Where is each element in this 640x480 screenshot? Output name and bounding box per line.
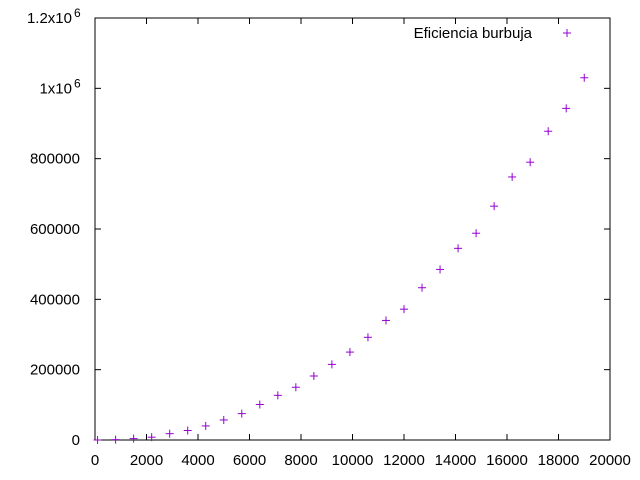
y-tick-label: 800000 (30, 151, 80, 168)
y-tick-label: 1.2x10 (27, 10, 72, 27)
data-point (273, 391, 282, 400)
legend: Eficiencia burbuja (414, 25, 571, 42)
data-point (111, 435, 120, 444)
data-point (418, 283, 427, 292)
data-point (327, 360, 336, 369)
data-point (454, 244, 463, 253)
x-tick-label: 12000 (383, 452, 425, 469)
y-tick-label: 1x10 (39, 80, 72, 97)
x-tick-label: 4000 (181, 452, 214, 469)
data-point (201, 421, 210, 430)
axis-tick-labels: 0 2000 4000 6000 8000 10000 12000 14000 16000 180… (27, 6, 631, 469)
x-tick-label: 18000 (538, 452, 580, 469)
data-point (544, 127, 553, 136)
data-point (255, 400, 264, 409)
legend-marker (563, 29, 571, 37)
data-point (219, 415, 228, 424)
x-tick-label: 6000 (233, 452, 266, 469)
y-tick-label: 0 (72, 432, 80, 449)
data-point (237, 409, 246, 418)
data-point (147, 433, 156, 442)
y-tick-label: 200000 (30, 362, 80, 379)
data-point (490, 202, 499, 211)
legend-label: Eficiencia burbuja (414, 25, 533, 42)
x-tick-label: 14000 (435, 452, 477, 469)
plot-area-frame (94, 17, 611, 441)
x-tick-label: 0 (91, 452, 99, 469)
data-points (93, 73, 589, 444)
y-tick-label-exponent: 6 (74, 76, 81, 90)
data-point (309, 371, 318, 380)
y-tick-label: 400000 (30, 291, 80, 308)
axis-ticks (94, 17, 611, 441)
x-tick-label: 10000 (332, 452, 374, 469)
data-point (508, 172, 517, 181)
data-point (526, 158, 535, 167)
y-tick-label-exponent: 6 (74, 6, 81, 20)
data-point (165, 429, 174, 438)
x-tick-label: 20000 (589, 452, 631, 469)
data-point (183, 426, 192, 435)
y-tick-label: 600000 (30, 221, 80, 238)
data-point (562, 104, 571, 113)
x-tick-label: 16000 (486, 452, 528, 469)
data-point (93, 436, 102, 444)
data-point (472, 229, 481, 238)
data-point (129, 434, 138, 443)
data-point (381, 316, 390, 325)
x-tick-label: 8000 (284, 452, 317, 469)
data-point (580, 73, 589, 82)
data-point (436, 265, 445, 274)
x-tick-label: 2000 (130, 452, 163, 469)
data-point (345, 348, 354, 357)
data-point (400, 305, 408, 314)
data-point (363, 333, 372, 342)
data-point (291, 383, 300, 392)
